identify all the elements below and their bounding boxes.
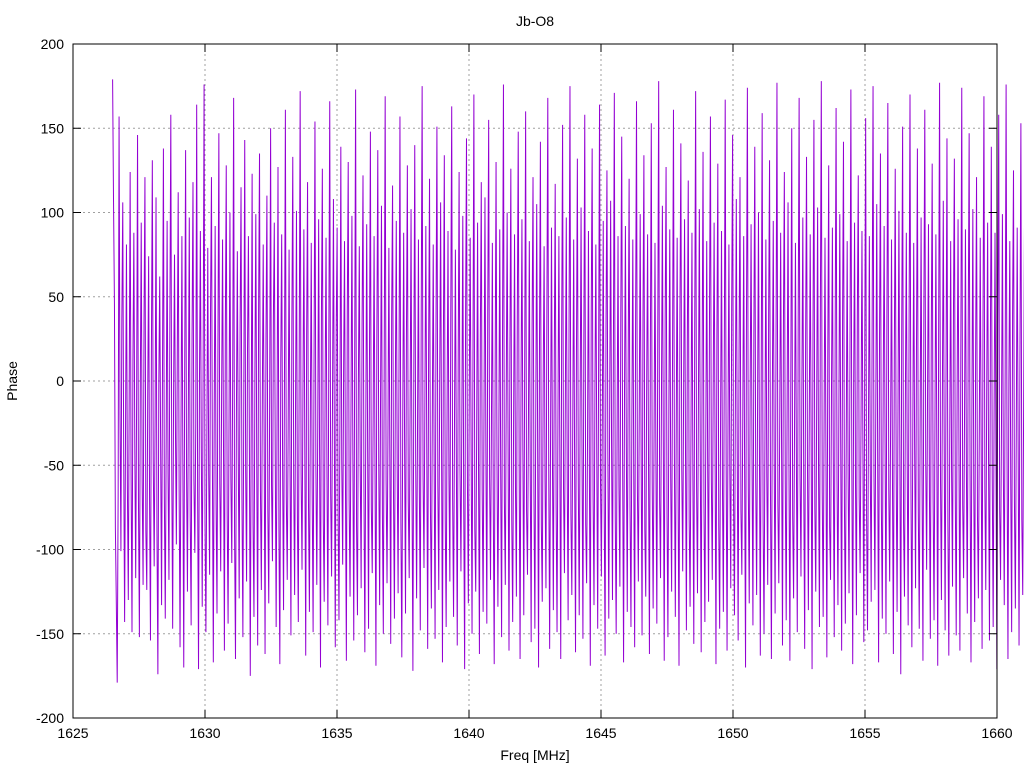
y-tick-label: 50: [48, 289, 64, 305]
x-tick-label: 1650: [717, 725, 748, 741]
y-tick-label: 100: [41, 205, 65, 221]
x-tick-label: 1660: [981, 725, 1012, 741]
x-tick-label: 1630: [189, 725, 220, 741]
x-tick-label: 1635: [321, 725, 352, 741]
y-axis: -200 -150 -100 -50 0 50 100 150 200: [36, 36, 997, 726]
chart-title: Jb-O8: [516, 13, 554, 29]
y-tick-label: 0: [56, 373, 64, 389]
y-tick-label: -200: [36, 710, 64, 726]
y-tick-label: -150: [36, 626, 64, 642]
y-axis-label: Phase: [4, 361, 20, 401]
x-tick-label: 1640: [453, 725, 484, 741]
y-tick-label: 200: [41, 36, 65, 52]
y-tick-label: -100: [36, 542, 64, 558]
plot-area: [112, 79, 1024, 683]
x-tick-label: 1655: [849, 725, 880, 741]
x-axis: 1625 1630 1635 1640 1645 1650 1655 1660: [57, 44, 1013, 741]
x-axis-label: Freq [MHz]: [500, 747, 569, 763]
y-tick-label: -50: [44, 457, 64, 473]
y-tick-label: 150: [41, 120, 65, 136]
x-tick-label: 1645: [585, 725, 616, 741]
x-tick-label: 1625: [57, 725, 88, 741]
phase-series-line: [112, 79, 1024, 683]
